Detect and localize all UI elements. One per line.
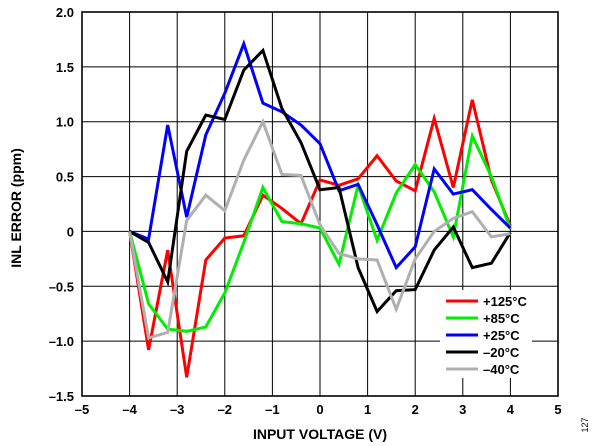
y-tick-label: 1.5 [56, 60, 74, 75]
figure-id: 127 [580, 417, 590, 432]
x-tick-label: 5 [554, 402, 561, 417]
x-tick-label: 0 [316, 402, 323, 417]
x-tick-label: –4 [122, 402, 137, 417]
legend-label: +85°C [483, 311, 520, 326]
y-tick-label: 0 [67, 224, 74, 239]
x-tick-label: –1 [265, 402, 279, 417]
legend-label: +25°C [483, 328, 520, 343]
y-tick-label: 2.0 [56, 5, 74, 20]
legend-label: –20°C [483, 345, 520, 360]
y-tick-label: –1.0 [49, 334, 74, 349]
legend-label: –40°C [483, 362, 520, 377]
series-line-2 [129, 39, 512, 271]
series-line-3 [128, 47, 512, 315]
y-tick-label: –0.5 [49, 279, 74, 294]
x-tick-label: –5 [75, 402, 89, 417]
x-axis-label: INPUT VOLTAGE (V) [253, 426, 387, 442]
plot-frame [81, 11, 559, 397]
series-lines [128, 39, 512, 378]
legend-label: +125°C [483, 294, 527, 309]
series-line-0 [128, 99, 512, 378]
x-tick-labels: –5 –4 –3 –2 –1 0 1 2 3 4 5 [75, 402, 562, 417]
y-axis-label: INL ERROR (ppm) [8, 148, 24, 268]
series-line-4 [128, 117, 511, 340]
x-tick-label: –3 [170, 402, 184, 417]
y-tick-label: –1.5 [49, 389, 74, 404]
x-tick-label: –2 [218, 402, 232, 417]
x-tick-label: 4 [507, 402, 515, 417]
x-tick-label: 3 [459, 402, 466, 417]
y-tick-label: 0.5 [56, 170, 74, 185]
y-tick-label: 1.0 [56, 115, 74, 130]
legend: +125°C +85°C +25°C –20°C –40°C [440, 290, 532, 378]
x-tick-label: 2 [412, 402, 419, 417]
y-tick-labels: –1.5 –1.0 –0.5 0 0.5 1.0 1.5 2.0 [49, 5, 74, 404]
x-tick-label: 1 [364, 402, 371, 417]
